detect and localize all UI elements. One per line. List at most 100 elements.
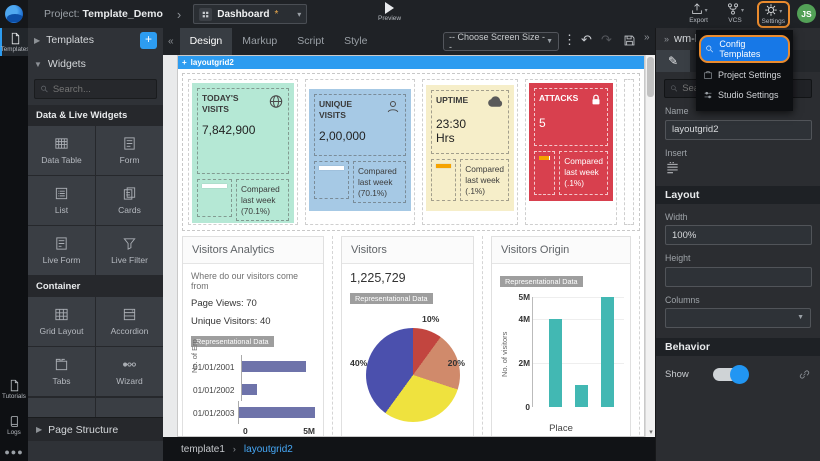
visitors-pie-chart: 10% 20% 30% 40%	[350, 314, 465, 436]
widget-search[interactable]	[34, 79, 157, 99]
page-preview[interactable]: + layoutgrid2 TODAY'S VISITS 7,842,900	[177, 55, 645, 437]
height-label: Height	[665, 253, 691, 263]
widget-grid: Data Table Form List Cards Live Form Liv…	[28, 125, 163, 276]
logs-icon	[10, 416, 18, 427]
tab-design[interactable]: Design	[179, 28, 233, 55]
settings-gear-icon	[765, 4, 778, 16]
vcs-button[interactable]: ▾ VCS	[726, 2, 744, 24]
collapsed-arrow-icon: ▶	[34, 35, 41, 45]
slice-label-40: 40%	[350, 358, 368, 368]
rail-item-tutorials[interactable]: Tutorials	[0, 375, 28, 403]
kpi-card-todays-visits[interactable]: TODAY'S VISITS 7,842,900 Compared last w…	[192, 83, 294, 223]
height-input[interactable]	[665, 266, 812, 287]
widget-live-form[interactable]: Live Form	[28, 226, 95, 275]
page-structure-header[interactable]: ▶ Page Structure	[28, 417, 163, 441]
pencil-icon: ✎	[667, 54, 679, 68]
insert-row-button[interactable]	[665, 161, 811, 176]
kpi-card-unique-visits[interactable]: UNIQUE VISITS 2,00,000 Compared last wee…	[309, 89, 411, 211]
widget-live-filter[interactable]: Live Filter	[96, 226, 163, 275]
menu-item-config-templates[interactable]: Config Templates	[699, 35, 790, 63]
screen-size-select[interactable]: -- Choose Screen Size -- ▼	[443, 32, 559, 52]
tab-script[interactable]: Script	[297, 35, 325, 47]
widget-wizard[interactable]: Wizard	[96, 347, 163, 396]
selected-widget-bar[interactable]: + layoutgrid2	[178, 56, 644, 69]
redo-icon[interactable]: ↷	[601, 32, 612, 47]
templates-section-header[interactable]: ▶ Templates +	[28, 28, 163, 52]
breadcrumb-layoutgrid2[interactable]: layoutgrid2	[243, 443, 293, 455]
left-icon-rail: Templates Tutorials Logs ●●●	[0, 28, 29, 461]
collapse-left-panel-icon[interactable]: «	[168, 36, 174, 47]
widget-cards[interactable]: Cards	[96, 176, 163, 225]
tab-markup[interactable]: Markup	[242, 35, 278, 47]
more-options-icon[interactable]: ●●●	[4, 447, 24, 457]
growth-bar-chart: No. of Erp 01/01/2001 01/01/2002 01/01/2…	[190, 339, 315, 436]
panel-title: Visitors	[342, 237, 473, 264]
panel-visitors[interactable]: Visitors 1,225,729 Representational Data…	[341, 236, 474, 436]
insert-icon	[667, 161, 678, 173]
rail-item-templates[interactable]: Templates	[0, 28, 29, 56]
export-button[interactable]: ▾ Export	[689, 2, 708, 24]
export-icon	[691, 3, 702, 14]
tab-style[interactable]: Style	[344, 35, 368, 47]
page-selector-dropdown[interactable]: Dashboard * ▾	[193, 4, 308, 24]
modified-indicator: *	[274, 8, 279, 20]
link-binding-icon[interactable]	[798, 368, 811, 381]
widgets-section-header[interactable]: ▼ Widgets	[34, 58, 86, 70]
kebab-menu-icon[interactable]: ⋮	[563, 32, 576, 47]
layout-section-header[interactable]: Layout	[656, 185, 820, 204]
width-input[interactable]	[665, 225, 812, 245]
scrollbar-thumb[interactable]	[647, 57, 654, 97]
undo-icon[interactable]: ↶	[581, 32, 592, 47]
kpi-card-uptime[interactable]: UPTIME 23:30 Hrs Compared last week (.1%…	[426, 85, 514, 211]
grid-column[interactable]: ATTACKS 5 Compared last week (.1%)	[525, 79, 617, 225]
settings-button[interactable]: ▾ Settings	[756, 1, 790, 28]
save-icon[interactable]	[623, 34, 636, 47]
widget-list[interactable]: List	[28, 176, 95, 225]
add-template-button[interactable]: +	[140, 31, 157, 49]
name-input[interactable]	[665, 119, 812, 140]
widget-tabs[interactable]: Tabs	[28, 347, 95, 396]
bar-2001	[242, 361, 306, 372]
design-canvas: + layoutgrid2 TODAY'S VISITS 7,842,900	[163, 55, 655, 437]
user-avatar[interactable]: JS	[797, 4, 816, 23]
menu-item-studio-settings[interactable]: Studio Settings	[696, 85, 793, 105]
grid-column-empty[interactable]	[624, 79, 634, 225]
widget-accordion[interactable]: Accordion	[96, 297, 163, 346]
widget-data-table[interactable]: Data Table	[28, 126, 95, 175]
behavior-section-header[interactable]: Behavior	[656, 337, 820, 356]
progress-bar	[319, 166, 344, 170]
insert-label: Insert	[665, 147, 688, 158]
widget-grid-layout[interactable]: Grid Layout	[28, 297, 95, 346]
studio-settings-icon	[704, 91, 712, 99]
grid-column[interactable]: TODAY'S VISITS 7,842,900 Compared last w…	[188, 79, 298, 225]
globe-icon	[269, 95, 283, 108]
panel-visitors-analytics[interactable]: Visitors Analytics Where do our visitors…	[182, 236, 324, 436]
canvas-scrollbar[interactable]: ▾	[645, 55, 655, 437]
scroll-down-icon[interactable]: ▾	[649, 429, 653, 436]
app-logo[interactable]	[0, 0, 28, 28]
toggle-knob	[730, 364, 749, 384]
grid-layout-icon	[55, 308, 68, 321]
expand-panel-icon[interactable]: »	[664, 34, 670, 44]
page-icon	[199, 7, 213, 21]
kpi-card-attacks[interactable]: ATTACKS 5 Compared last week (.1%)	[529, 83, 613, 201]
breadcrumb-template1[interactable]: template1	[181, 443, 225, 455]
y-axis-label: No. of Erp	[190, 339, 199, 373]
rail-item-logs[interactable]: Logs	[0, 411, 28, 439]
show-toggle[interactable]	[713, 364, 749, 384]
collapse-right-panel-icon[interactable]: »	[644, 32, 650, 43]
section-title-data-live: Data & Live Widgets	[28, 105, 163, 125]
panel-visitors-origin[interactable]: Visitors Origin Representational Data No…	[491, 236, 631, 436]
panel-title: Visitors Origin	[492, 237, 630, 264]
columns-select[interactable]: ▼	[665, 307, 811, 328]
grid-column[interactable]: UPTIME 23:30 Hrs Compared last week (.1%…	[422, 79, 518, 225]
menu-item-project-settings[interactable]: Project Settings	[696, 65, 793, 85]
user-icon	[387, 101, 399, 113]
tab-properties-edit[interactable]: ✎	[656, 50, 690, 72]
preview-button[interactable]: Preview	[378, 2, 401, 22]
widget-form[interactable]: Form	[96, 126, 163, 175]
widget-search-input[interactable]	[52, 83, 151, 95]
caret-down-icon: ▾	[704, 8, 708, 14]
grid-separator	[482, 236, 483, 436]
grid-column[interactable]: UNIQUE VISITS 2,00,000 Compared last wee…	[305, 79, 415, 225]
